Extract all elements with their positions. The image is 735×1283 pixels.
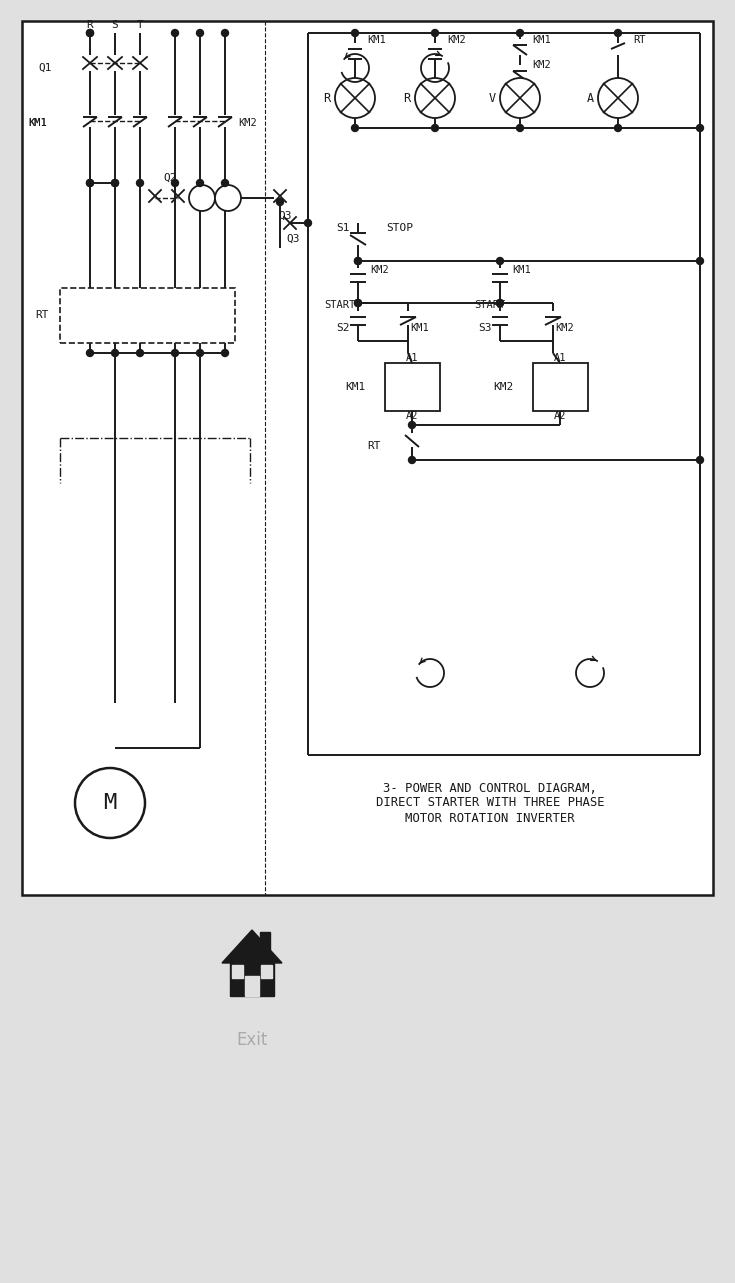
Text: KM1: KM1 (345, 382, 365, 393)
Circle shape (415, 78, 455, 118)
Circle shape (517, 30, 523, 36)
Bar (533, 363, 588, 411)
Text: S2: S2 (336, 323, 350, 334)
Circle shape (517, 124, 523, 131)
Text: KM1: KM1 (368, 35, 387, 45)
Text: S: S (112, 21, 118, 30)
Text: KM2: KM2 (448, 35, 467, 45)
Text: KM1: KM1 (29, 118, 47, 128)
Text: S3: S3 (478, 323, 492, 334)
Text: KM2: KM2 (370, 266, 390, 275)
Text: Q3: Q3 (279, 210, 292, 221)
Text: A1: A1 (553, 353, 566, 363)
Circle shape (137, 180, 143, 186)
Text: 3- POWER AND CONTROL DIAGRAM,
DIRECT STARTER WITH THREE PHASE
MOTOR ROTATION INV: 3- POWER AND CONTROL DIAGRAM, DIRECT STA… (376, 781, 604, 825)
Circle shape (697, 258, 703, 264)
Circle shape (497, 299, 503, 307)
Text: START: START (474, 300, 506, 310)
Circle shape (221, 30, 229, 36)
Circle shape (500, 78, 540, 118)
Text: KM1: KM1 (533, 35, 551, 45)
Text: Q3: Q3 (286, 234, 300, 244)
Circle shape (409, 422, 415, 429)
Text: KM1: KM1 (512, 266, 531, 275)
Text: Q1: Q1 (38, 63, 51, 73)
Circle shape (335, 78, 375, 118)
Text: KM1: KM1 (29, 118, 47, 128)
Text: S1: S1 (336, 223, 350, 234)
Circle shape (112, 180, 118, 186)
Circle shape (276, 199, 284, 205)
Text: Q2: Q2 (163, 173, 176, 183)
Text: A: A (587, 91, 594, 104)
Bar (230, 961, 274, 996)
Text: STOP: STOP (387, 223, 414, 234)
Polygon shape (222, 930, 282, 964)
Text: V: V (489, 91, 495, 104)
Circle shape (87, 349, 93, 357)
Circle shape (354, 258, 362, 264)
Bar (22, 21, 713, 896)
Bar (245, 976, 259, 996)
Text: A2: A2 (553, 411, 566, 421)
Circle shape (614, 30, 622, 36)
Circle shape (189, 185, 215, 210)
Circle shape (697, 457, 703, 463)
Circle shape (354, 258, 362, 264)
Circle shape (431, 30, 439, 36)
Text: A2: A2 (406, 411, 418, 421)
Circle shape (351, 124, 359, 131)
Circle shape (431, 124, 439, 131)
Circle shape (87, 180, 93, 186)
Circle shape (137, 349, 143, 357)
Circle shape (171, 349, 179, 357)
Text: KM1: KM1 (411, 323, 429, 334)
Text: M: M (104, 793, 117, 813)
Circle shape (614, 124, 622, 131)
Circle shape (171, 180, 179, 186)
Circle shape (196, 30, 204, 36)
Circle shape (112, 349, 118, 357)
Text: RT: RT (368, 441, 381, 452)
Bar (232, 965, 243, 978)
Circle shape (221, 180, 229, 186)
Circle shape (697, 124, 703, 131)
Circle shape (497, 258, 503, 264)
Circle shape (354, 299, 362, 307)
Text: KM2: KM2 (533, 60, 551, 71)
Bar (261, 965, 272, 978)
Text: RT: RT (634, 35, 646, 45)
Circle shape (87, 180, 93, 186)
Text: R: R (87, 21, 93, 30)
Text: KM2: KM2 (556, 323, 574, 334)
Bar (60, 287, 235, 343)
Circle shape (87, 30, 93, 36)
Circle shape (196, 349, 204, 357)
Text: A1: A1 (406, 353, 418, 363)
Circle shape (215, 185, 241, 210)
Circle shape (598, 78, 638, 118)
Circle shape (354, 299, 362, 307)
Circle shape (87, 30, 93, 36)
Text: R: R (323, 91, 331, 104)
Circle shape (304, 219, 312, 227)
Text: START: START (324, 300, 356, 310)
Circle shape (75, 769, 145, 838)
Text: RT: RT (35, 310, 49, 319)
Bar (260, 931, 270, 949)
Bar (385, 363, 440, 411)
Circle shape (221, 349, 229, 357)
Text: R: R (404, 91, 411, 104)
Circle shape (351, 30, 359, 36)
Text: Exit: Exit (237, 1032, 268, 1049)
Circle shape (409, 457, 415, 463)
Text: KM2: KM2 (239, 118, 257, 128)
Text: T: T (137, 21, 143, 30)
Circle shape (112, 180, 118, 186)
Circle shape (171, 30, 179, 36)
Circle shape (196, 180, 204, 186)
Text: KM2: KM2 (493, 382, 513, 393)
Circle shape (497, 299, 503, 307)
